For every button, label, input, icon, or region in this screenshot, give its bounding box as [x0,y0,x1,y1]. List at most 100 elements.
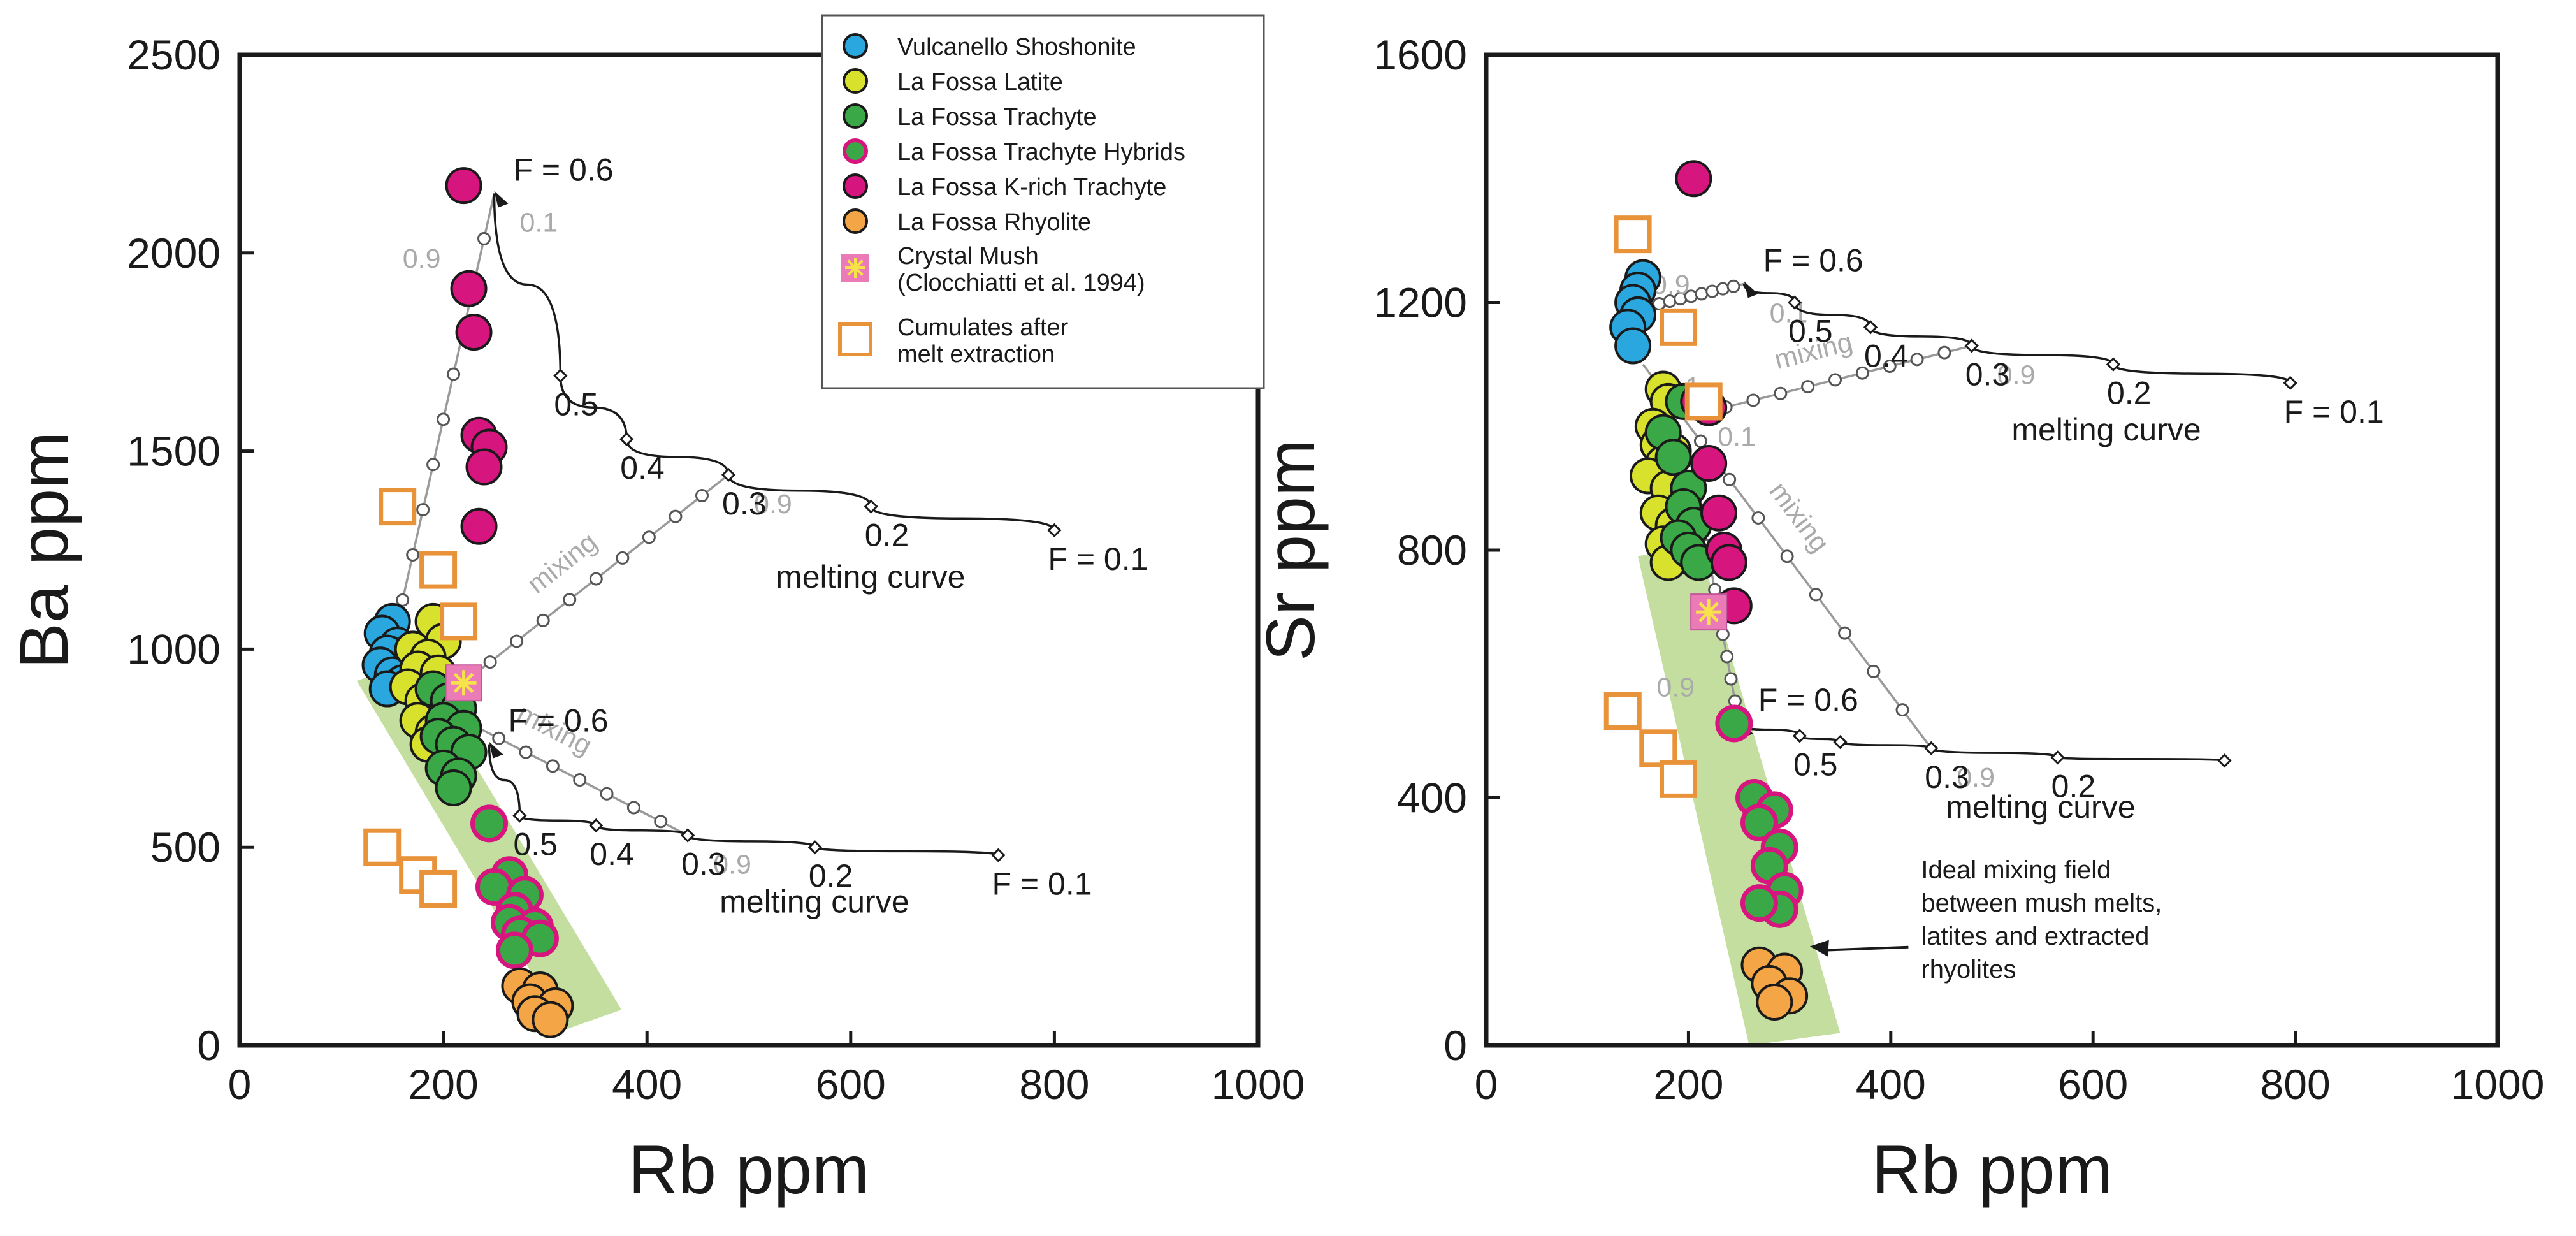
data-point [1660,308,1698,346]
melting-arrowhead [1744,281,1758,298]
series-hybrid [1715,704,1804,928]
data-point [495,931,533,970]
melting-fraction-label: F = 0.6 [514,152,614,188]
legend-marker [843,33,868,59]
mixing-step-marker [600,787,614,801]
data-point [1690,593,1728,631]
mixing-step-marker [642,530,656,544]
mixing-step-marker [1883,360,1897,374]
mixing-step-marker [1895,703,1909,717]
melting-curve-label: melting curve [1946,789,2135,825]
melting-curve [488,744,1000,857]
melting-step-marker [680,828,695,843]
melting-curve-label: melting curve [776,559,965,595]
mixing-label: mixing [1763,476,1835,558]
y-tick-label: 500 [150,824,221,871]
mixing-step-marker [695,489,709,503]
melting-fraction-label: 0.4 [590,836,634,872]
melting-step-marker [619,432,634,447]
y-tick-label: 800 [1397,527,1467,574]
data-point [1654,439,1692,476]
mixing-step-marker [573,773,587,787]
y-axis-label: Sr ppm [1252,439,1329,661]
mixing-step-marker [1780,549,1794,563]
melting-curve-label: melting curve [720,884,909,920]
y-tick-label: 1000 [127,625,221,673]
y-tick-label: 2000 [127,229,221,277]
mixing-fraction-label: 0.9 [754,489,792,520]
melting-step-marker [1863,320,1878,335]
melting-step-marker [1787,295,1802,310]
mixing-step-marker [1723,472,1737,486]
series-rhyolite [1740,946,1809,1021]
data-point [419,869,458,908]
series-cumulate [1603,215,1723,798]
legend-label: Vulcanello Shoshonite [897,34,1136,61]
data-point [1639,729,1677,767]
melting-fraction-label: 0.5 [1788,314,1833,349]
melting-fraction-label: F = 0.1 [1048,541,1148,577]
mixing-step-marker [563,593,577,607]
data-point [450,270,488,307]
melting-arrowhead [489,741,503,759]
y-tick-label: 2500 [127,31,221,78]
data-point [363,828,402,866]
melting-fraction-label: 0.2 [2051,768,2096,804]
melting-step-marker [553,368,568,383]
mixing-step-marker [1746,393,1760,407]
x-tick-label: 400 [612,1061,682,1108]
series-mush [1690,593,1728,631]
x-axis-label: Rb ppm [628,1131,869,1208]
mixing-step-marker [546,759,560,773]
legend-marker [843,68,868,94]
data-point [1740,803,1778,841]
series-krich [445,167,508,545]
x-tick-label: 1000 [2451,1061,2545,1108]
data-point [465,448,503,486]
data-point [435,769,472,806]
x-axis-label: Rb ppm [1871,1131,2112,1208]
mixing-field-note: between mush melts, [1921,889,2162,917]
data-point [1740,884,1778,922]
melting-step-marker [1833,734,1848,750]
melting-fraction-label: 0.4 [620,450,665,486]
mixing-step-marker [396,593,410,607]
melting-fraction-label: F = 0.1 [992,866,1092,902]
mixing-step-marker [1828,373,1842,387]
mixing-step-marker [426,458,440,472]
data-point [445,167,482,205]
legend-label: La Fossa Trachyte [897,104,1097,131]
x-tick-label: 0 [228,1061,252,1108]
x-tick-label: 0 [1475,1061,1498,1108]
melting-fraction-label: 0.4 [1864,338,1909,374]
melting-step-marker [864,499,878,514]
y-tick-label: 1200 [1373,279,1467,326]
data-point [1675,160,1712,198]
melting-step-marker [1792,729,1807,743]
melting-step-marker [1047,523,1062,538]
mixing-step-marker [536,613,550,627]
mixing-fraction-label: 0.9 [713,850,751,880]
mixing-step-marker [437,412,451,426]
mixing-step-marker [654,815,668,829]
y-tick-label: 400 [1397,774,1467,822]
legend-label: melt extraction [897,341,1055,368]
x-tick-label: 600 [816,1061,886,1108]
data-point [1614,215,1652,254]
melting-fraction-label: 0.3 [1965,356,2010,392]
mixing-step-marker [406,548,420,562]
y-axis-label: Ba ppm [5,432,82,669]
x-tick-label: 200 [1653,1061,1723,1108]
mixing-step-marker [477,231,491,245]
legend-label: Crystal Mush [897,243,1039,270]
data-point [460,507,498,545]
legend-label: La Fossa Trachyte Hybrids [897,139,1185,166]
legend-marker [843,173,868,199]
mixing-step-marker [1910,353,1924,367]
mixing-step-marker [626,801,640,815]
mixing-step-marker [1855,366,1869,380]
mixing-step-marker [1801,380,1815,394]
legend-label: La Fossa K-rich Trachyte [897,174,1166,201]
mixing-step-marker [1774,386,1788,400]
data-point [1756,984,1793,1021]
